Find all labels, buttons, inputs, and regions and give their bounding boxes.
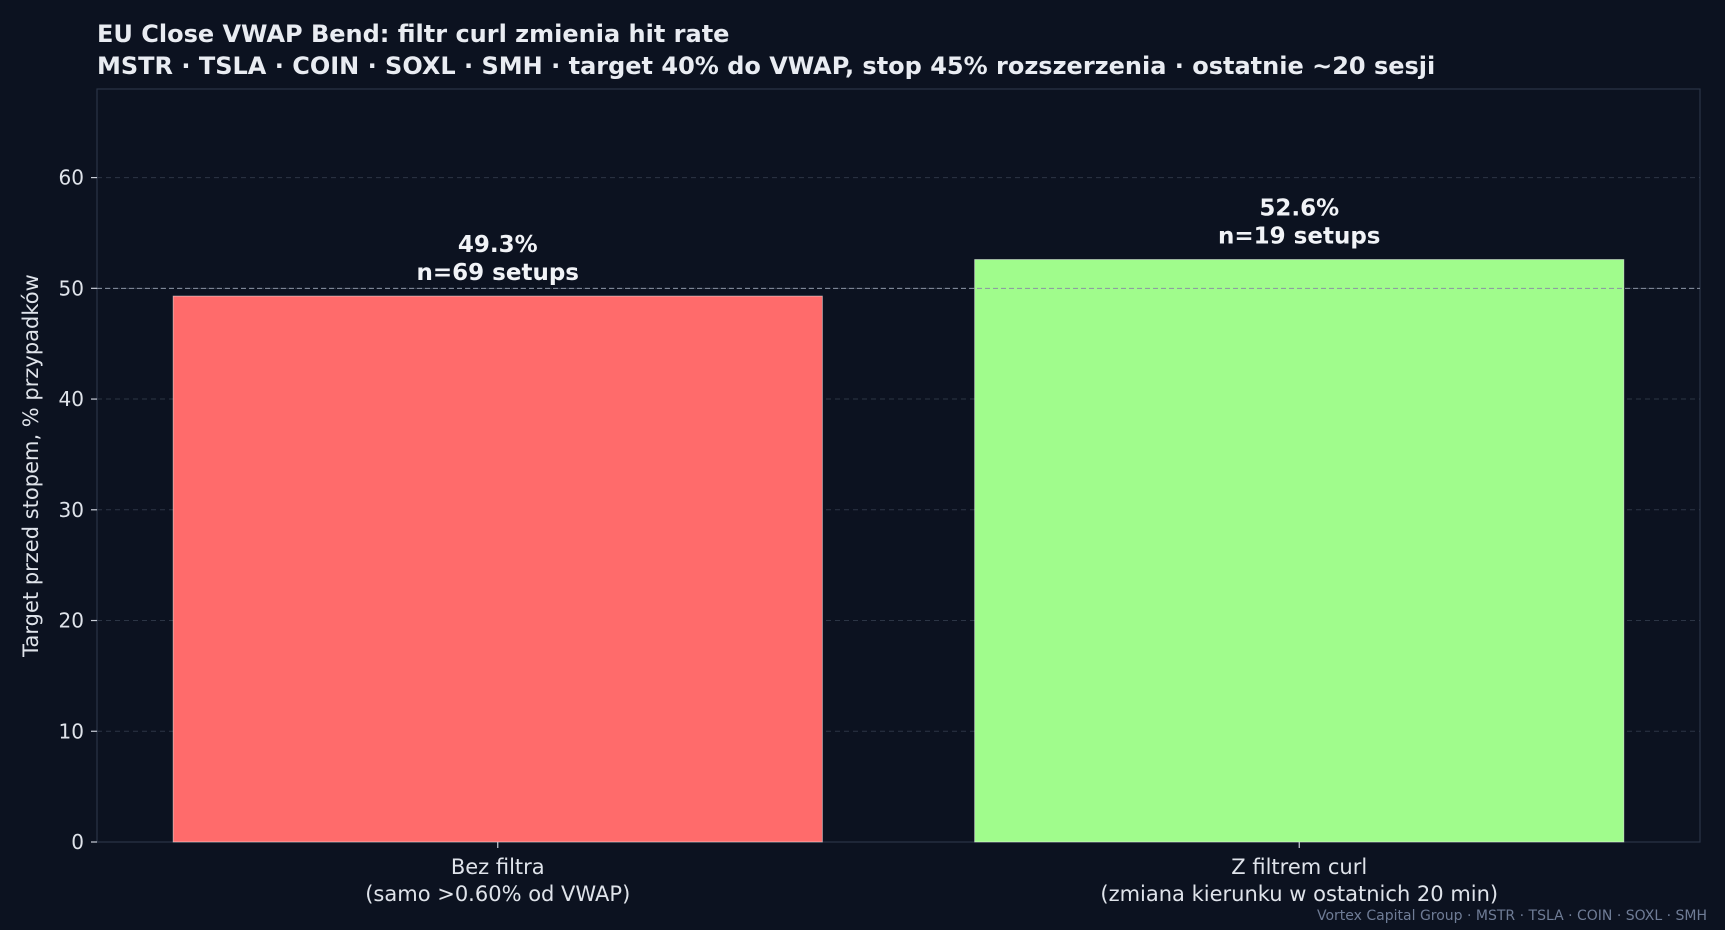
y-tick-label: 10 (59, 719, 84, 743)
x-tick-label: Z filtrem curl (1231, 855, 1367, 879)
y-tick-label: 40 (59, 387, 84, 411)
plot-area (96, 88, 1701, 843)
bar-count-label: n=69 setups (417, 260, 579, 286)
bar-value-label: 49.3% (458, 232, 538, 258)
y-axis: 0 10 20 30 40 50 60 (59, 166, 97, 854)
chart-title: EU Close VWAP Bend: filtr curl zmienia h… (97, 20, 730, 48)
bar-value-label: 52.6% (1259, 196, 1339, 222)
bar-count-label: n=19 setups (1218, 224, 1380, 250)
chart-subtitle: MSTR · TSLA · COIN · SOXL · SMH · target… (97, 52, 1436, 80)
x-tick-label-sub: (zmiana kierunku w ostatnich 20 min) (1100, 882, 1498, 906)
x-tick-label-sub: (samo >0.60% od VWAP) (365, 882, 630, 906)
y-tick-label: 0 (71, 830, 84, 854)
y-tick-label: 50 (59, 276, 84, 300)
y-tick-label: 30 (59, 498, 84, 522)
y-tick-label: 60 (59, 166, 84, 190)
footer-credit: Vortex Capital Group · MSTR · TSLA · COI… (1317, 908, 1707, 924)
y-tick-label: 20 (59, 609, 84, 633)
bar (974, 259, 1625, 843)
bars (172, 259, 1625, 843)
x-tick-label: Bez filtra (451, 855, 545, 879)
x-axis: Bez filtra (samo >0.60% od VWAP) Z filtrem… (365, 842, 1498, 906)
bar-value-labels: 49.3%n=69 setups 52.6%n=19 setups (417, 196, 1381, 287)
bar (172, 295, 823, 843)
chart-title-block: EU Close VWAP Bend: filtr curl zmienia h… (97, 18, 1697, 82)
y-axis-label: Target przed stopem, % przypadków (19, 274, 43, 658)
